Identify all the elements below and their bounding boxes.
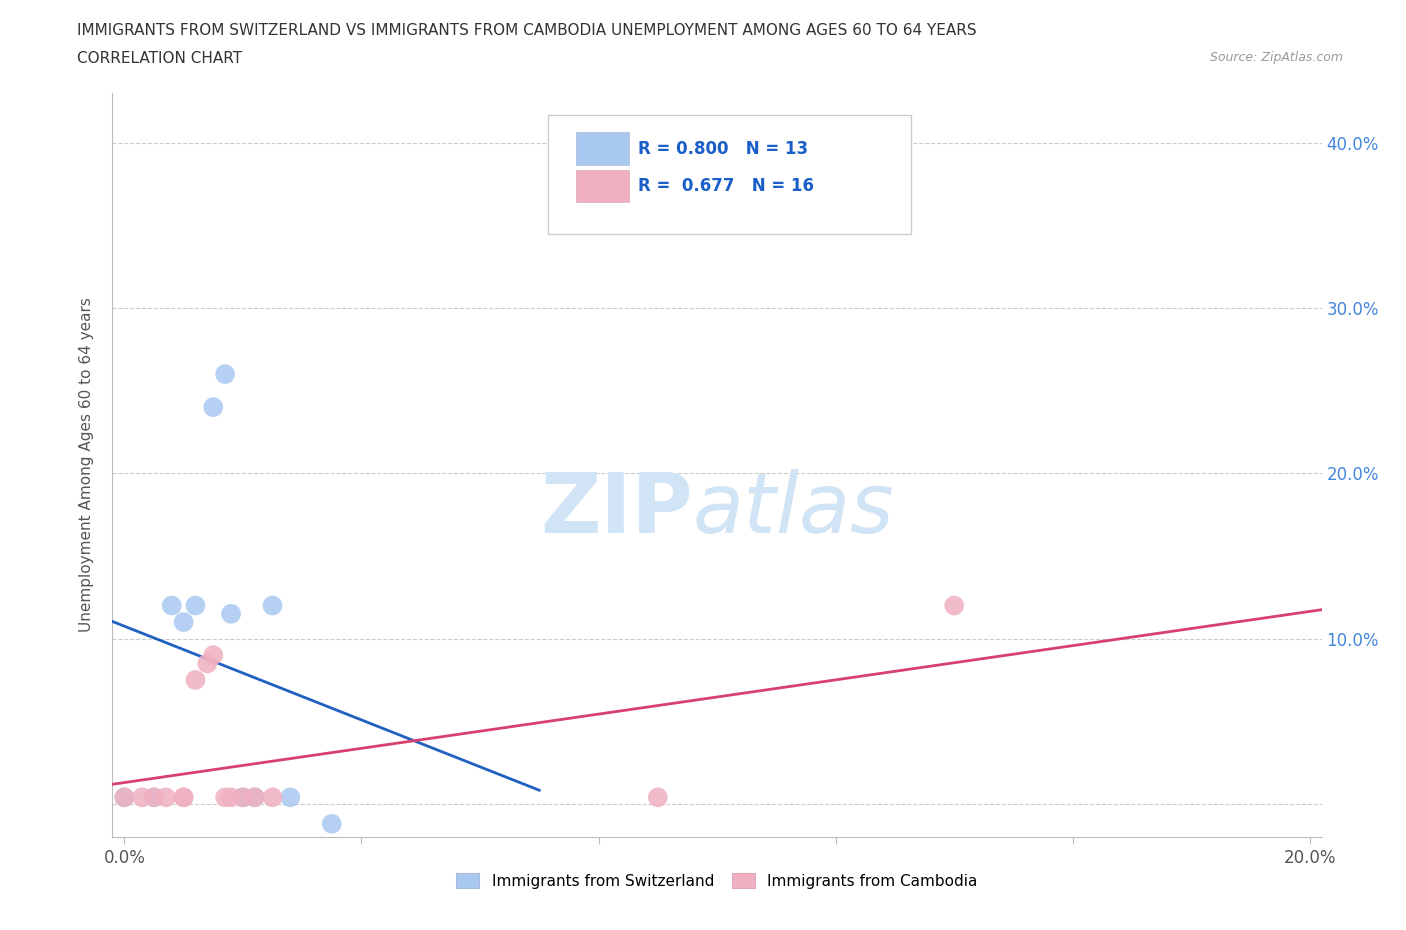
Text: R = 0.800   N = 13: R = 0.800 N = 13 [638,140,808,158]
Point [262,790,284,804]
Point [278,790,301,804]
Point [143,790,166,804]
Text: ZIP: ZIP [540,469,693,551]
FancyBboxPatch shape [575,169,628,203]
FancyBboxPatch shape [575,132,628,166]
FancyBboxPatch shape [548,115,911,234]
Legend: Immigrants from Switzerland, Immigrants from Cambodia: Immigrants from Switzerland, Immigrants … [449,865,986,897]
Text: IMMIGRANTS FROM SWITZERLAND VS IMMIGRANTS FROM CAMBODIA UNEMPLOYMENT AMONG AGES : IMMIGRANTS FROM SWITZERLAND VS IMMIGRANT… [77,23,977,38]
Point [155,790,177,804]
Point [647,790,669,804]
Point [202,400,225,415]
Point [321,817,343,831]
Point [112,790,135,804]
Point [143,790,166,804]
Point [243,790,266,804]
Point [214,366,236,381]
Text: Source: ZipAtlas.com: Source: ZipAtlas.com [1209,51,1343,64]
Text: R =  0.677   N = 16: R = 0.677 N = 16 [638,177,814,195]
Text: atlas: atlas [693,469,894,551]
Point [112,790,135,804]
Point [232,790,254,804]
Point [262,598,284,613]
Point [173,790,195,804]
Point [131,790,153,804]
Point [173,790,195,804]
Point [202,647,225,662]
Point [173,615,195,630]
Point [219,606,242,621]
Y-axis label: Unemployment Among Ages 60 to 64 years: Unemployment Among Ages 60 to 64 years [79,298,94,632]
Point [219,790,242,804]
Point [214,790,236,804]
Text: CORRELATION CHART: CORRELATION CHART [77,51,242,66]
Point [184,598,207,613]
Point [195,656,218,671]
Point [943,598,966,613]
Point [160,598,183,613]
Point [232,790,254,804]
Point [184,672,207,687]
Point [243,790,266,804]
